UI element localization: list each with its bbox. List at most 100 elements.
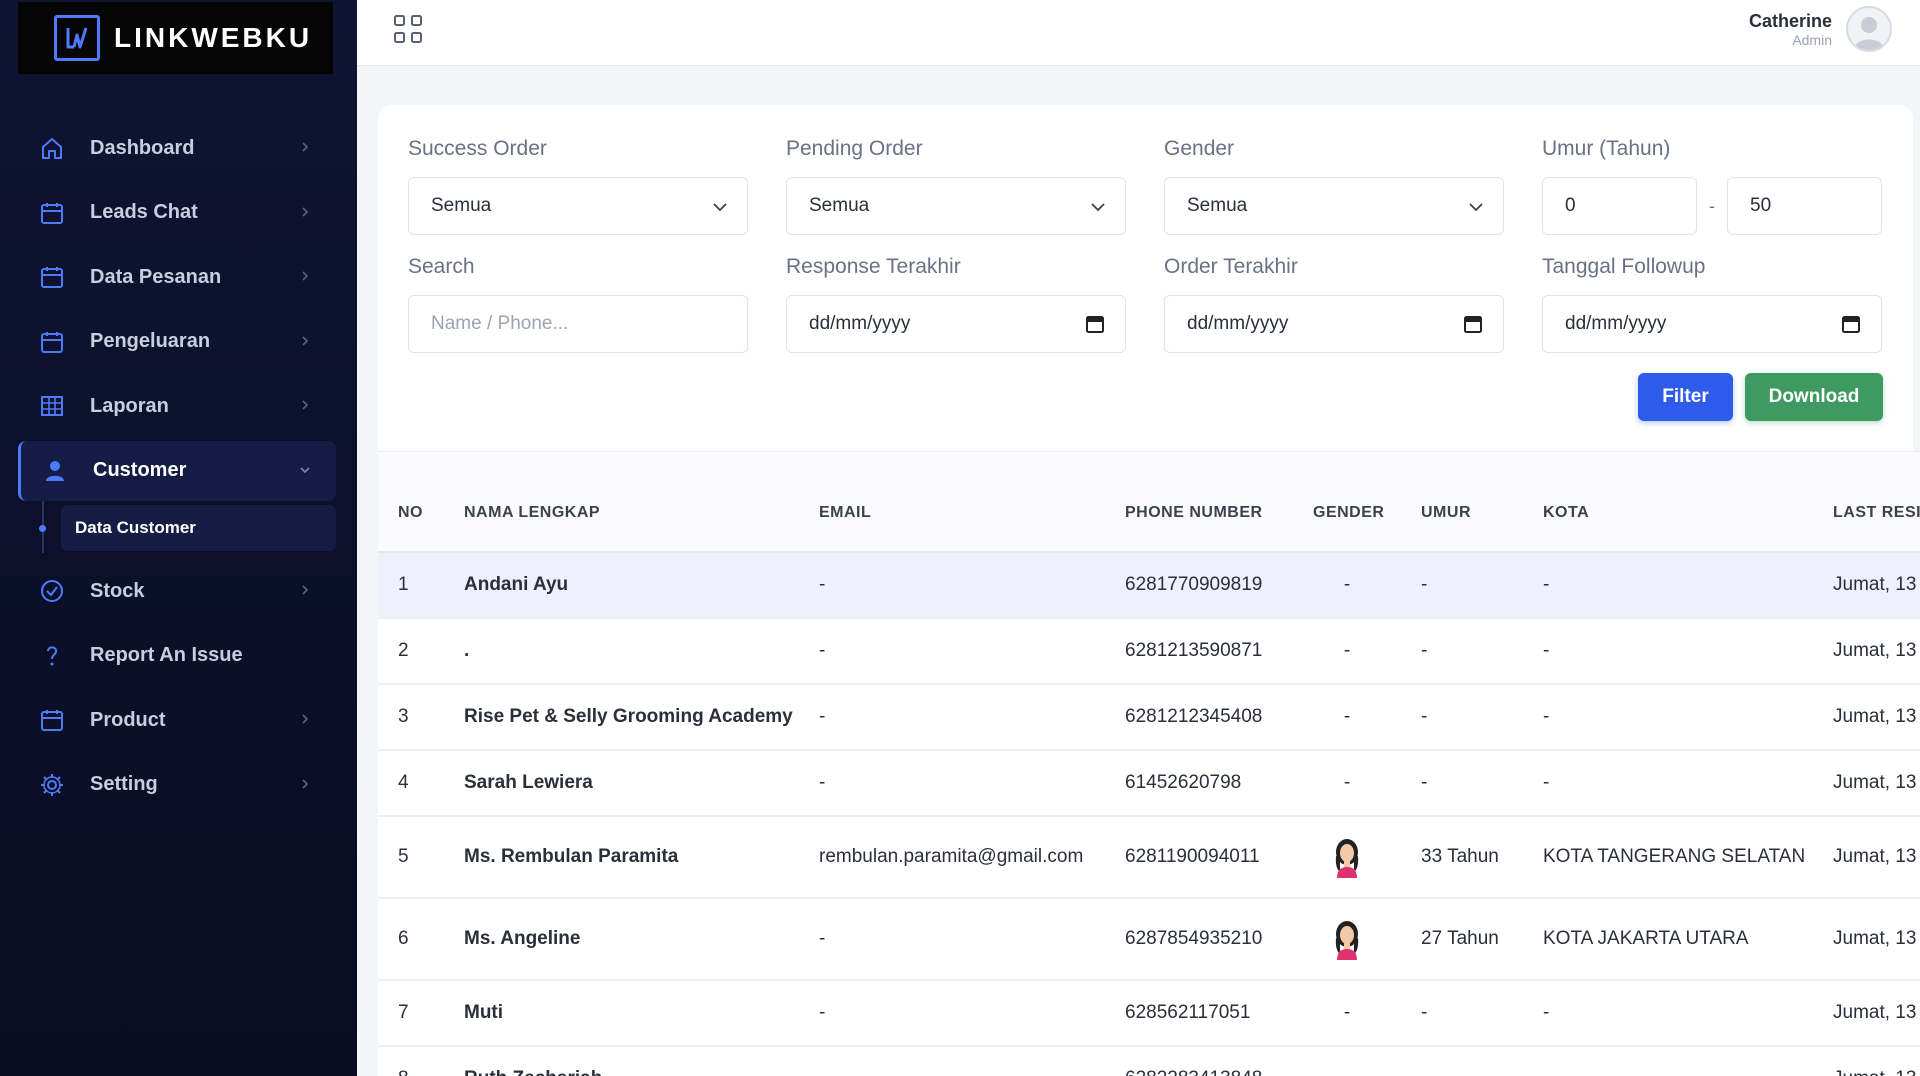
filter-button[interactable]: Filter bbox=[1638, 373, 1733, 421]
table-row[interactable]: 8Ruth Zechariah 6282283413848 Jumat, 13 bbox=[378, 1046, 1920, 1076]
chevron-down-icon bbox=[300, 466, 310, 473]
chevron-down-icon bbox=[1091, 203, 1105, 212]
apps-grid-icon[interactable] bbox=[393, 14, 423, 44]
response-terakhir-label: Response Terakhir bbox=[786, 255, 961, 278]
sidebar-item-data-pesanan[interactable]: Data Pesanan bbox=[18, 247, 336, 307]
pending-order-value: Semua bbox=[809, 195, 870, 216]
sidebar-subitem-data-customer[interactable]: Data Customer bbox=[18, 501, 336, 553]
cell-kota: - bbox=[1523, 552, 1813, 619]
chevron-right-icon bbox=[302, 142, 309, 152]
column-header-last-response[interactable]: LAST RESI bbox=[1813, 452, 1920, 553]
sidebar-nav: Dashboard Leads Chat Data Pesanan Pengel… bbox=[18, 118, 336, 819]
sidebar-item-pengeluaran[interactable]: Pengeluaran bbox=[18, 312, 336, 372]
table-row[interactable]: 4 Sarah Lewiera -61452620798- - - Jumat, 13 bbox=[378, 750, 1920, 817]
cell-gender bbox=[1293, 898, 1401, 981]
sidebar-item-report-an-issue[interactable]: Report An Issue bbox=[18, 626, 336, 686]
top-bar: Catherine Admin bbox=[357, 0, 1920, 66]
cell-phone: 628562117051 bbox=[1105, 980, 1293, 1047]
success-order-value: Semua bbox=[431, 195, 492, 216]
cell-no: 6 bbox=[378, 898, 444, 981]
table-icon bbox=[38, 392, 66, 420]
table-row[interactable]: 2. -6281213590871- - - Jumat, 13 bbox=[378, 618, 1920, 685]
cell-email bbox=[799, 1046, 1105, 1076]
table-row[interactable]: 5 Ms. Rembulan Paramita rembulan.paramita@… bbox=[378, 816, 1920, 899]
calendar-icon[interactable] bbox=[1841, 314, 1861, 334]
cell-gender: - bbox=[1293, 552, 1401, 619]
cell-gender: - bbox=[1293, 618, 1401, 685]
date-placeholder: dd/mm/yyyy bbox=[1565, 313, 1667, 334]
sidebar-item-laporan[interactable]: Laporan bbox=[18, 376, 336, 436]
sidebar-item-setting[interactable]: Setting bbox=[18, 755, 336, 815]
cell-last-response: Jumat, 13 bbox=[1813, 898, 1920, 981]
cell-phone: 6281190094011 bbox=[1105, 816, 1293, 899]
order-terakhir-date-input[interactable]: dd/mm/yyyy bbox=[1164, 295, 1504, 353]
response-terakhir-date-input[interactable]: dd/mm/yyyy bbox=[786, 295, 1126, 353]
calendar-icon bbox=[38, 263, 66, 291]
success-order-select[interactable]: Semua bbox=[408, 177, 748, 235]
cell-last-response: Jumat, 13 bbox=[1813, 1046, 1920, 1076]
umur-label: Umur (Tahun) bbox=[1542, 137, 1671, 160]
gear-icon bbox=[38, 771, 66, 799]
column-header-email[interactable]: EMAIL bbox=[799, 452, 1105, 553]
column-header-nama-lengkap[interactable]: NAMA LENGKAP bbox=[444, 452, 799, 553]
cell-email: - bbox=[799, 980, 1105, 1047]
search-input[interactable]: Name / Phone... bbox=[408, 295, 748, 353]
user-role: Admin bbox=[1792, 31, 1832, 48]
pending-order-select[interactable]: Semua bbox=[786, 177, 1126, 235]
calendar-icon bbox=[38, 328, 66, 356]
cell-kota: - bbox=[1523, 980, 1813, 1047]
sidebar-item-dashboard[interactable]: Dashboard bbox=[18, 118, 336, 178]
table-row[interactable]: 3 Rise Pet & Selly Grooming Academy -62812… bbox=[378, 684, 1920, 751]
calendar-icon[interactable] bbox=[1085, 314, 1105, 334]
chevron-right-icon bbox=[302, 585, 309, 595]
sidebar: LINKWEBKU Dashboard Leads Chat Data Pesa… bbox=[0, 0, 357, 1076]
cell-phone: 61452620798 bbox=[1105, 750, 1293, 817]
table-row[interactable]: 6 Ms. Angeline -6287854935210 27 Tahun KOTA … bbox=[378, 898, 1920, 981]
sidebar-item-label: Setting bbox=[90, 773, 158, 795]
user-icon bbox=[41, 457, 69, 485]
user-menu[interactable]: Catherine Admin bbox=[1749, 6, 1892, 52]
column-header-kota[interactable]: KOTA bbox=[1523, 452, 1813, 553]
user-name: Catherine bbox=[1748, 10, 1832, 31]
calendar-icon[interactable] bbox=[1463, 314, 1483, 334]
gender-label: Gender bbox=[1164, 137, 1235, 160]
cell-phone: 6287854935210 bbox=[1105, 898, 1293, 981]
sidebar-item-stock[interactable]: Stock bbox=[18, 561, 336, 621]
gender-select[interactable]: Semua bbox=[1164, 177, 1504, 235]
sidebar-item-customer[interactable]: Customer bbox=[18, 440, 336, 501]
cell-name: Ruth Zechariah bbox=[444, 1046, 799, 1076]
active-dot bbox=[39, 525, 46, 532]
column-header-gender[interactable]: GENDER bbox=[1293, 452, 1401, 553]
female-icon bbox=[1331, 839, 1363, 878]
user-info: Catherine Admin bbox=[1749, 11, 1832, 48]
cell-kota: KOTA TANGERANG SELATAN bbox=[1523, 816, 1813, 899]
sidebar-item-label: Leads Chat bbox=[90, 201, 198, 223]
table-row[interactable]: 1 Andani Ayu -6281770909819- - - Jumat, 13 bbox=[378, 552, 1920, 619]
avatar[interactable] bbox=[1846, 6, 1892, 52]
gender-value: Semua bbox=[1187, 195, 1248, 216]
download-button[interactable]: Download bbox=[1745, 373, 1883, 421]
column-header-umur[interactable]: UMUR bbox=[1401, 452, 1523, 553]
sidebar-item-label: Laporan bbox=[90, 394, 169, 417]
date-placeholder: dd/mm/yyyy bbox=[1187, 313, 1289, 334]
cell-kota: - bbox=[1523, 750, 1813, 817]
column-header-no[interactable]: NO bbox=[378, 452, 444, 553]
home-icon bbox=[38, 134, 66, 162]
cell-no: 2 bbox=[378, 618, 444, 685]
column-header-phone-number[interactable]: PHONE NUMBER bbox=[1105, 452, 1293, 553]
umur-min-input[interactable]: 0 bbox=[1542, 177, 1697, 235]
cell-email: - bbox=[799, 684, 1105, 751]
tanggal-followup-date-input[interactable]: dd/mm/yyyy bbox=[1542, 295, 1882, 353]
sidebar-subitem-label: Data Customer bbox=[75, 518, 196, 537]
cell-gender: - bbox=[1293, 980, 1401, 1047]
cell-email: - bbox=[799, 898, 1105, 981]
umur-max-input[interactable]: 50 bbox=[1727, 177, 1882, 235]
brand-logo[interactable]: LINKWEBKU bbox=[18, 2, 333, 74]
cell-gender bbox=[1293, 1046, 1401, 1076]
cell-kota: - bbox=[1523, 618, 1813, 685]
sidebar-item-leads-chat[interactable]: Leads Chat bbox=[18, 183, 336, 243]
sidebar-item-product[interactable]: Product bbox=[18, 690, 336, 750]
cell-last-response: Jumat, 13 bbox=[1813, 552, 1920, 619]
table-row[interactable]: 7 Muti -628562117051- - - Jumat, 13 bbox=[378, 980, 1920, 1047]
customer-table: NO NAMA LENGKAP EMAIL PHONE NUMBER GENDE… bbox=[378, 452, 1920, 1076]
